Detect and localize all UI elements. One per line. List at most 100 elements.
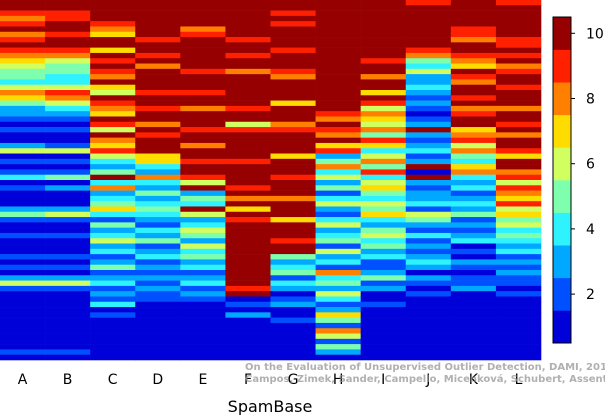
heatmap-cell-C-54	[90, 285, 136, 292]
heatmap-cell-J-42	[405, 222, 452, 228]
heatmap-cell-C-55	[90, 291, 136, 297]
heatmap-cell-A-1	[0, 5, 46, 11]
heatmap-cell-H-50	[315, 264, 361, 271]
heatmap-cell-J-38	[405, 201, 452, 207]
heatmap-cell-E-16	[180, 84, 226, 91]
heatmap-cell-L-16	[495, 84, 542, 91]
heatmap-cell-I-47	[360, 248, 407, 255]
heatmap-cell-E-1	[180, 5, 226, 11]
heatmap-cell-I-19	[360, 100, 407, 107]
heatmap-cell-D-29	[135, 153, 181, 160]
heatmap-cell-A-40	[0, 211, 46, 218]
heatmap-cell-C-23	[90, 121, 136, 128]
heatmap-cell-C-66	[90, 349, 136, 355]
heatmap-cell-J-19	[405, 100, 452, 107]
heatmap-cell-J-49	[405, 259, 452, 265]
heatmap-cell-J-59	[405, 312, 452, 318]
heatmap-cell-I-16	[360, 84, 407, 91]
heatmap-cell-G-58	[270, 307, 316, 313]
heatmap-cell-H-4	[315, 21, 361, 27]
heatmap-cell-G-26	[270, 137, 316, 144]
heatmap-cell-K-30	[450, 158, 497, 165]
heatmap-cell-J-20	[405, 105, 452, 112]
heatmap-cell-G-10	[270, 52, 316, 59]
heatmap-cell-L-36	[495, 190, 542, 197]
heatmap-cell-F-18	[225, 95, 271, 101]
heatmap-cell-K-38	[450, 201, 497, 207]
heatmap-cell-I-48	[360, 254, 407, 260]
heatmap-cell-G-49	[270, 259, 316, 265]
heatmap-cell-B-56	[45, 296, 91, 303]
heatmap-cell-B-52	[45, 275, 91, 281]
heatmap-cell-E-29	[180, 153, 226, 160]
heatmap-cell-D-13	[135, 68, 181, 75]
heatmap-cell-J-55	[405, 291, 452, 297]
heatmap-cell-K-48	[450, 254, 497, 260]
heatmap-cell-F-33	[225, 174, 271, 181]
heatmap-cell-C-41	[90, 217, 136, 223]
heatmap-cell-A-11	[0, 58, 46, 64]
heatmap-cell-L-19	[495, 100, 542, 107]
heatmap-cell-I-41	[360, 217, 407, 223]
heatmap-cell-I-58	[360, 307, 407, 313]
heatmap-cell-F-65	[225, 344, 271, 350]
heatmap-cell-I-30	[360, 158, 407, 165]
heatmap-cell-A-4	[0, 21, 46, 27]
heatmap-cell-L-9	[495, 47, 542, 54]
heatmap-cell-C-62	[90, 328, 136, 334]
heatmap-cell-H-46	[315, 243, 361, 250]
heatmap-cell-A-54	[0, 285, 46, 292]
heatmap-cell-F-48	[225, 254, 271, 260]
colorbar-tick-10: 10	[586, 26, 604, 42]
heatmap-cell-A-42	[0, 222, 46, 228]
heatmap-cell-I-40	[360, 211, 407, 218]
heatmap-cell-H-27	[315, 142, 361, 149]
heatmap-cell-I-9	[360, 47, 407, 54]
heatmap-cell-I-8	[360, 42, 407, 48]
heatmap-cell-C-52	[90, 275, 136, 281]
heatmap-cell-J-66	[405, 349, 452, 355]
heatmap-cell-F-66	[225, 349, 271, 355]
heatmap-cell-E-66	[180, 349, 226, 355]
heatmap-cell-K-19	[450, 100, 497, 107]
heatmap-cell-G-45	[270, 238, 316, 244]
heatmap-cell-I-12	[360, 63, 407, 70]
heatmap-cell-G-0	[270, 0, 316, 6]
heatmap-cell-C-32	[90, 169, 136, 175]
heatmap-cell-F-34	[225, 180, 271, 186]
heatmap-cell-K-37	[450, 195, 497, 202]
heatmap-cell-E-18	[180, 95, 226, 101]
heatmap-cell-L-4	[495, 21, 542, 27]
heatmap-cell-G-29	[270, 153, 316, 160]
heatmap-cell-A-36	[0, 190, 46, 197]
heatmap-cell-H-31	[315, 164, 361, 170]
heatmap-cell-J-43	[405, 227, 452, 234]
heatmap-cell-L-6	[495, 31, 542, 38]
heatmap-cell-K-50	[450, 264, 497, 271]
heatmap-cell-L-41	[495, 217, 542, 223]
heatmap-cell-F-14	[225, 74, 271, 80]
heatmap-cell-H-60	[315, 317, 361, 324]
heatmap-cell-F-52	[225, 275, 271, 281]
heatmap-cell-C-46	[90, 243, 136, 250]
watermark: On the Evaluation of Unsupervised Outlie…	[245, 362, 605, 386]
heatmap-cell-B-16	[45, 84, 91, 91]
heatmap-cell-D-9	[135, 47, 181, 54]
heatmap-cell-C-48	[90, 254, 136, 260]
heatmap-cell-D-43	[135, 227, 181, 234]
heatmap-cell-B-12	[45, 63, 91, 70]
heatmap-cell-G-35	[270, 185, 316, 191]
heatmap-cell-F-4	[225, 21, 271, 27]
heatmap-cell-A-13	[0, 68, 46, 75]
heatmap-cell-B-67	[45, 354, 91, 361]
heatmap-cell-E-33	[180, 174, 226, 181]
heatmap-cell-K-15	[450, 79, 497, 85]
heatmap-cell-C-44	[90, 232, 136, 239]
heatmap-cell-G-52	[270, 275, 316, 281]
heatmap-cell-B-46	[45, 243, 91, 250]
heatmap-cell-A-61	[0, 322, 46, 329]
heatmap-cell-C-35	[90, 185, 136, 191]
heatmap-cell-H-8	[315, 42, 361, 48]
heatmap-cell-F-60	[225, 317, 271, 324]
heatmap-cell-F-9	[225, 47, 271, 54]
